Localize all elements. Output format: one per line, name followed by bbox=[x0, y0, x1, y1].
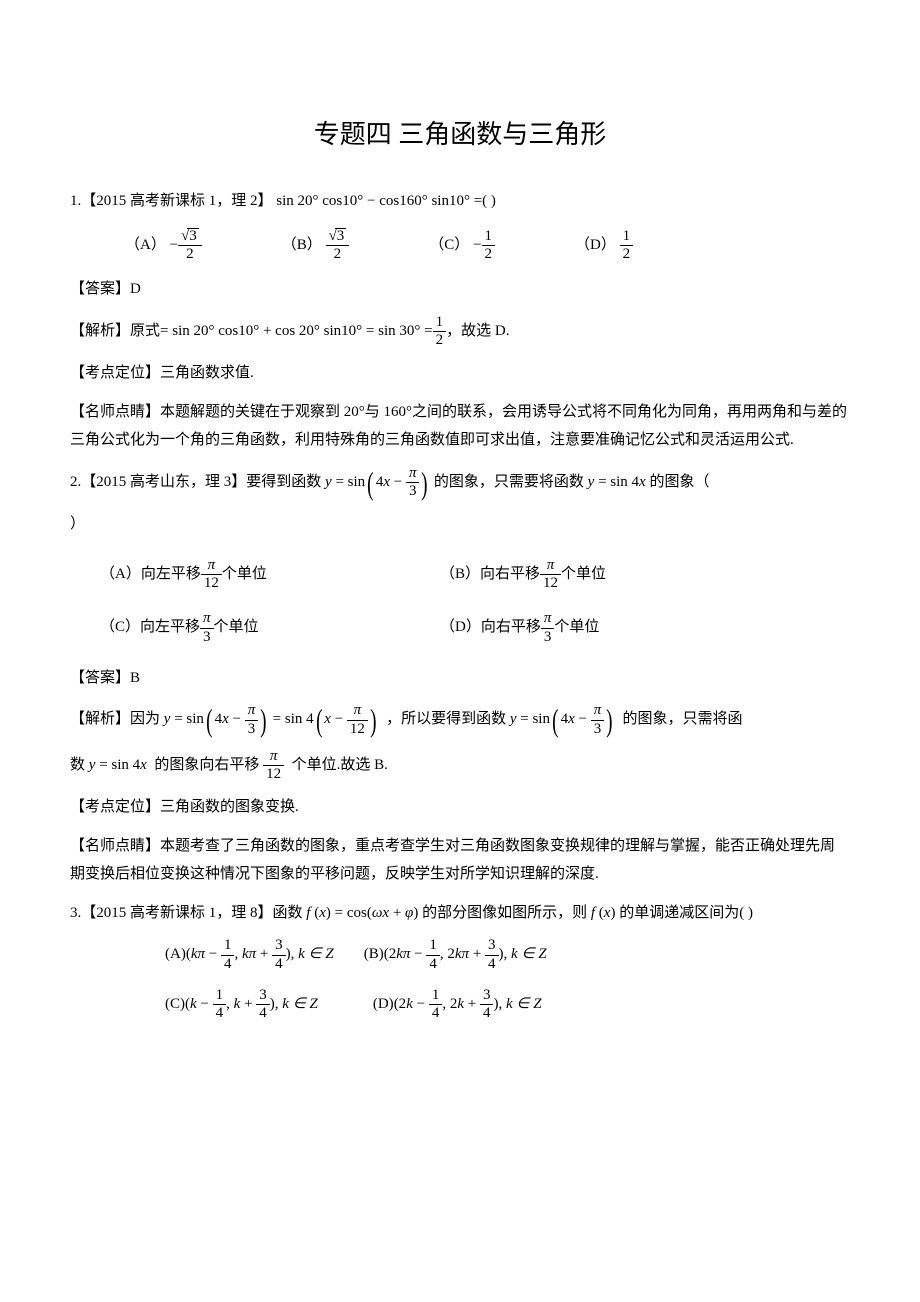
q3-optC: (C)(k − 14, k + 34), k ∈ Z bbox=[165, 987, 318, 1023]
q2-answer: 【答案】B bbox=[70, 664, 850, 693]
q2-kaodian: 【考点定位】三角函数的图象变换. bbox=[70, 793, 850, 822]
q2-tip: 【名师点睛】本题考查了三角函数的图象，重点考查学生对三角函数图象变换规律的理解与… bbox=[70, 832, 850, 889]
q1-optA: （A） −32 bbox=[125, 228, 202, 264]
q2-options-row2: （C）向左平移π3个单位 （D）向右平移π3个单位 bbox=[100, 610, 850, 646]
q2-analysis: 【解析】因为 y = sin(4x − π3) = sin 4(x − π12)… bbox=[70, 702, 850, 738]
q1-expr: sin 20° cos10° − cos160° sin10° =( ) bbox=[276, 193, 496, 209]
q1-source: 1.【2015 高考新课标 1，理 2】 bbox=[70, 193, 273, 209]
q2-optB: （B）向右平移π12个单位 bbox=[440, 557, 780, 593]
q1-kaodian: 【考点定位】三角函数求值. bbox=[70, 359, 850, 388]
q1-tip: 【名师点睛】本题解题的关键在于观察到 20°与 160°之间的联系，会用诱导公式… bbox=[70, 398, 850, 455]
q2-optD: （D）向右平移π3个单位 bbox=[440, 610, 780, 646]
q1-answer: 【答案】D bbox=[70, 275, 850, 304]
q1-optD: （D） 12 bbox=[575, 228, 633, 264]
q1-optC: （C） −12 bbox=[429, 228, 495, 264]
q3-optA: (A)(kπ − 14, kπ + 34), k ∈ Z bbox=[165, 937, 334, 973]
q1-stem: 1.【2015 高考新课标 1，理 2】 sin 20° cos10° − co… bbox=[70, 187, 850, 216]
q2-stem: 2.【2015 高考山东，理 3】要得到函数 y = sin(4x − π3) … bbox=[70, 465, 850, 501]
q2-optA: （A）向左平移π12个单位 bbox=[100, 557, 440, 593]
page-title: 专题四 三角函数与三角形 bbox=[70, 110, 850, 159]
q3-optB: (B)(2kπ − 14, 2kπ + 34), k ∈ Z bbox=[364, 937, 547, 973]
q1-analysis: 【解析】原式= sin 20° cos10° + cos 20° sin10° … bbox=[70, 314, 850, 350]
q2-stem-tail: ） bbox=[70, 510, 850, 539]
q3-optD: (D)(2k − 14, 2k + 34), k ∈ Z bbox=[373, 987, 542, 1023]
q2-analysis2: 数 y = sin 4x 的图象向右平移 π12 个单位.故选 B. bbox=[70, 748, 850, 784]
q3-stem: 3.【2015 高考新课标 1，理 8】函数 f (x) = cos(ωx + … bbox=[70, 899, 850, 928]
q2-optC: （C）向左平移π3个单位 bbox=[100, 610, 440, 646]
q2-options-row1: （A）向左平移π12个单位 （B）向右平移π12个单位 bbox=[100, 557, 850, 593]
q1-optB: （B） 32 bbox=[282, 228, 350, 264]
q3-options: (A)(kπ − 14, kπ + 34), k ∈ Z (B)(2kπ − 1… bbox=[165, 937, 850, 1022]
q1-options: （A） −32 （B） 32 （C） −12 （D） 12 bbox=[125, 228, 850, 264]
